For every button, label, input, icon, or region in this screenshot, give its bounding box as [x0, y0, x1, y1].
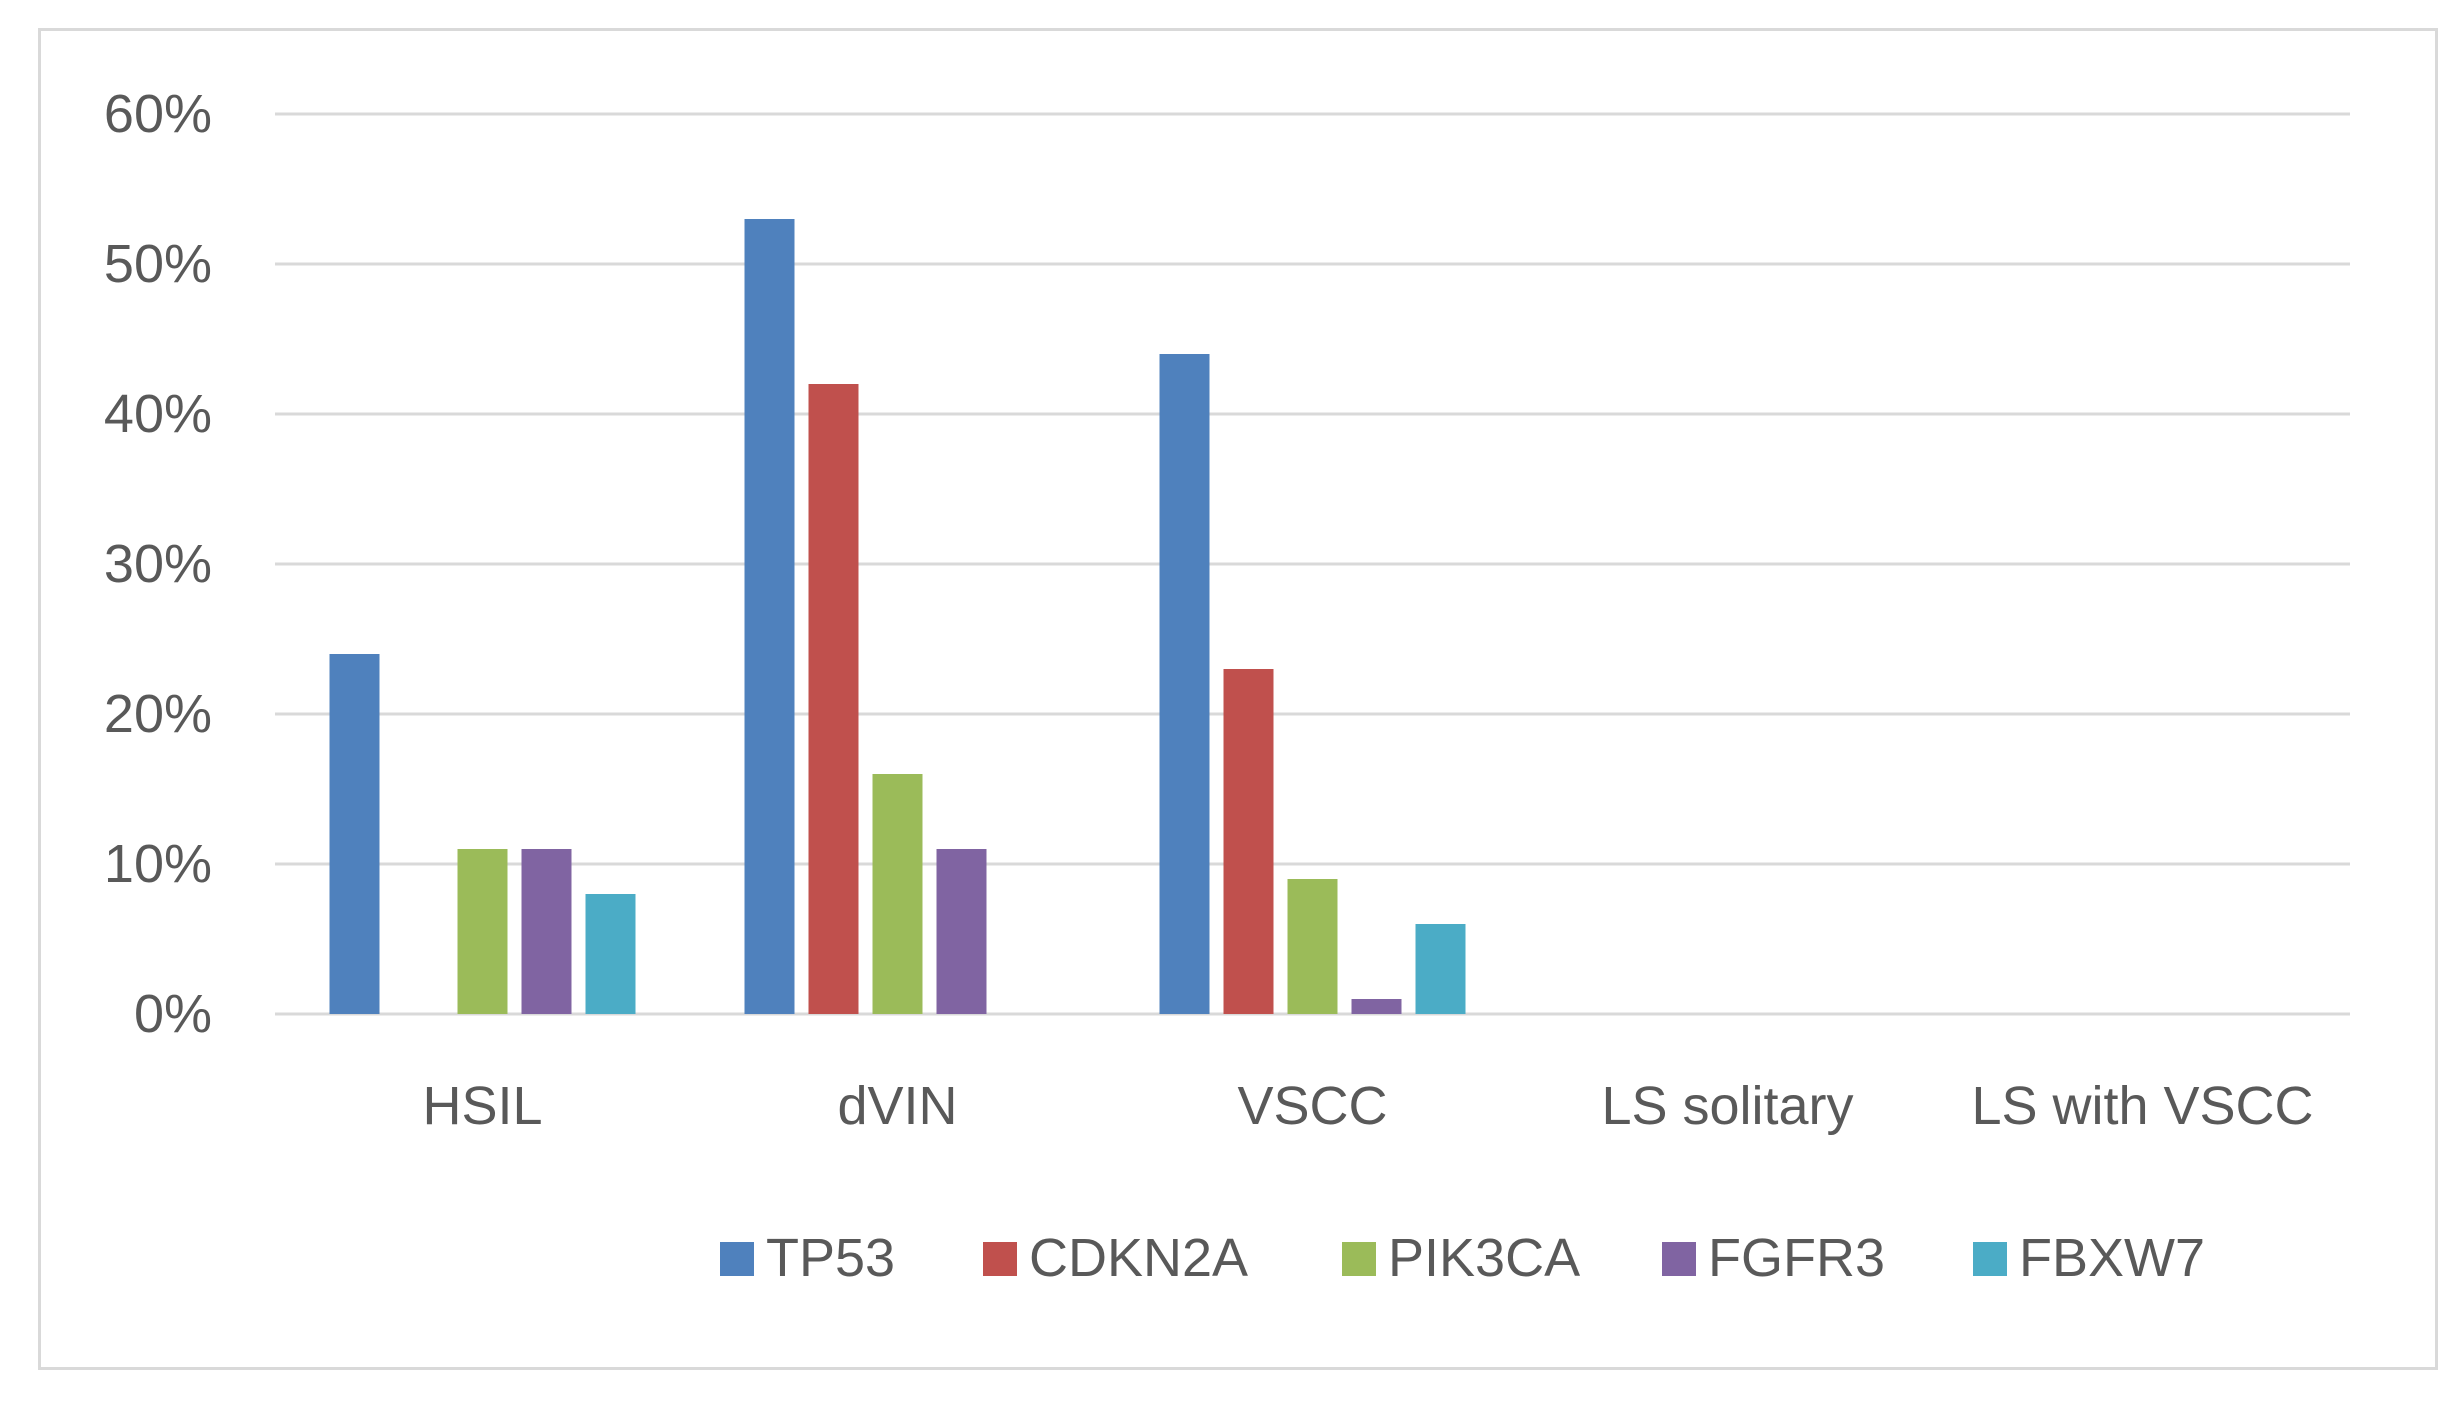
legend-label-fgfr3: FGFR3 — [1708, 1228, 1885, 1288]
bar-tp53-vscc — [1159, 354, 1210, 1014]
legend-label-pik3ca: PIK3CA — [1388, 1228, 1580, 1288]
bar-fgfr3-hsil — [521, 849, 572, 1014]
y-tick-label: 60% — [104, 84, 212, 144]
x-tick-label: VSCC — [1237, 1076, 1387, 1136]
x-tick-label: LS with VSCC — [1971, 1076, 2313, 1136]
bar-tp53-hsil — [329, 654, 380, 1014]
x-axis-ticks: HSIL dVIN VSCC LS solitary LS with VSCC — [422, 1076, 2313, 1136]
bar-tp53-dvin — [744, 219, 795, 1014]
y-tick-label: 10% — [104, 834, 212, 894]
bar-pik3ca-hsil — [457, 849, 508, 1014]
x-tick-label: LS solitary — [1601, 1076, 1853, 1136]
legend-swatch-fgfr3 — [1662, 1242, 1696, 1276]
legend-swatch-fbxw7 — [1973, 1242, 2007, 1276]
bar-cdkn2a-vscc — [1223, 669, 1274, 1014]
legend-label-cdkn2a: CDKN2A — [1029, 1228, 1248, 1288]
bar-fbxw7-vscc — [1415, 924, 1466, 1014]
bar-fgfr3-dvin — [936, 849, 987, 1014]
bars — [329, 219, 1466, 1014]
bar-fbxw7-hsil — [585, 894, 636, 1014]
legend-label-tp53: TP53 — [766, 1228, 895, 1288]
y-tick-label: 30% — [104, 534, 212, 594]
y-tick-label: 40% — [104, 384, 212, 444]
x-tick-label: HSIL — [422, 1076, 542, 1136]
bar-pik3ca-vscc — [1287, 879, 1338, 1014]
y-tick-label: 50% — [104, 234, 212, 294]
y-tick-label: 0% — [134, 984, 212, 1044]
bar-cdkn2a-dvin — [808, 384, 859, 1014]
bar-pik3ca-dvin — [872, 774, 923, 1014]
legend-swatch-pik3ca — [1342, 1242, 1376, 1276]
bar-fgfr3-vscc — [1351, 999, 1402, 1014]
legend-label-fbxw7: FBXW7 — [2019, 1228, 2205, 1288]
legend: TP53 CDKN2A PIK3CA FGFR3 FBXW7 — [720, 1228, 2205, 1288]
legend-swatch-tp53 — [720, 1242, 754, 1276]
y-axis-ticks: 0% 10% 20% 30% 40% 50% 60% — [104, 84, 212, 1044]
legend-swatch-cdkn2a — [983, 1242, 1017, 1276]
y-tick-label: 20% — [104, 684, 212, 744]
x-tick-label: dVIN — [837, 1076, 957, 1136]
